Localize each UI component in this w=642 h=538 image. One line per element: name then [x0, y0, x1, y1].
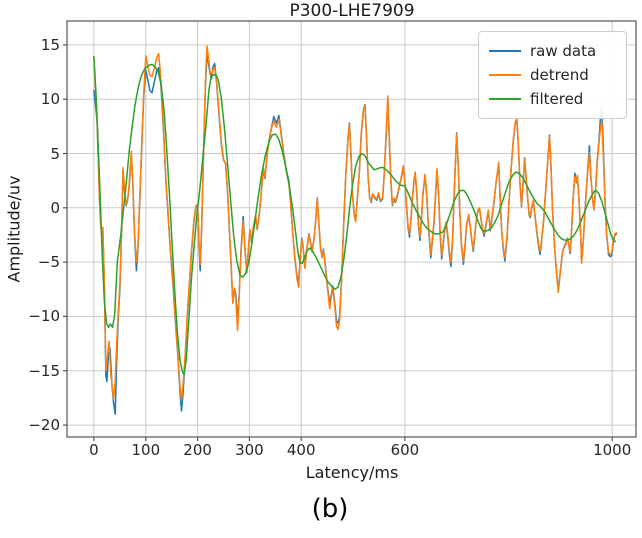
y-tick-label--15: −15	[28, 361, 60, 380]
x-tick-label-300: 300	[235, 441, 264, 459]
y-tick-label--20: −20	[28, 416, 60, 435]
y-tick-label-10: 10	[40, 90, 60, 109]
legend-line-swatch	[489, 98, 521, 100]
legend: raw data detrend filtered	[478, 31, 627, 119]
series-line-detrend	[93, 45, 618, 401]
chart-title: P300-LHE7909	[289, 1, 415, 21]
y-tick-label-5: 5	[50, 144, 60, 163]
x-tick-label-1000: 1000	[593, 441, 632, 459]
x-axis-label: Latency/ms	[305, 463, 399, 482]
legend-line-swatch	[489, 74, 521, 76]
legend-label: detrend	[530, 66, 589, 84]
legend-item-raw-data: raw data	[489, 39, 616, 63]
y-tick-label-15: 15	[40, 35, 60, 54]
x-tick-label-600: 600	[390, 441, 420, 459]
y-tick-label--10: −10	[28, 307, 60, 326]
legend-item-detrend: detrend	[489, 63, 616, 87]
legend-line-swatch	[489, 50, 521, 52]
x-tick-label-100: 100	[131, 441, 161, 459]
series-line-filtered	[93, 56, 617, 375]
x-tick-label-400: 400	[286, 441, 316, 459]
y-tick-label--5: −5	[37, 253, 60, 272]
y-axis-label: Amplitude/uv	[4, 175, 24, 283]
legend-label: filtered	[530, 90, 584, 108]
x-tick-label-200: 200	[183, 441, 212, 459]
y-tick-label-0: 0	[50, 198, 60, 217]
legend-label: raw data	[530, 42, 597, 60]
legend-item-filtered: filtered	[489, 87, 616, 111]
axes-spines	[66, 20, 637, 438]
x-tick-label-0: 0	[89, 441, 99, 459]
figure-caption: (b)	[311, 494, 349, 524]
